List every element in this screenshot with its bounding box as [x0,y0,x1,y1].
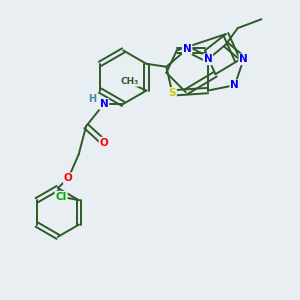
Text: CH₃: CH₃ [121,77,139,86]
Text: S: S [169,88,176,98]
Text: N: N [239,54,248,64]
Text: N: N [230,80,239,90]
Text: N: N [204,54,212,64]
Text: H: H [88,94,97,103]
Text: O: O [100,138,108,148]
Text: O: O [64,173,73,183]
Text: Cl: Cl [56,192,67,202]
Text: N: N [183,44,191,54]
Text: N: N [100,99,108,109]
